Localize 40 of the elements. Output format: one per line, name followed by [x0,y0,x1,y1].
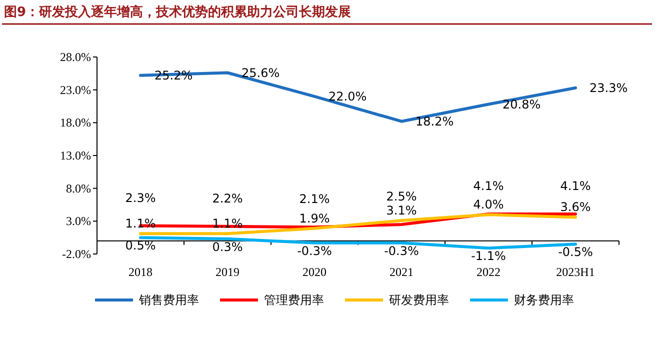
x-tick-label: 2023H1 [556,265,595,279]
data-label: 2.1% [299,192,330,206]
legend-label: 研发费用率 [389,293,449,307]
data-label: 2.2% [212,191,243,206]
data-label: 4.0% [473,198,504,212]
data-label: 18.2% [416,114,454,128]
y-tick-label: 18.0% [60,116,91,130]
legend-label: 管理费用率 [264,293,324,307]
data-label: 20.8% [502,97,541,112]
data-label: 2.3% [125,190,156,205]
data-label: 1.9% [299,211,330,226]
data-label: 22.0% [328,89,367,104]
y-tick-label: 23.0% [60,82,91,97]
data-label: 3.6% [560,200,591,214]
data-label: 1.1% [125,216,156,231]
data-label: 3.1% [386,204,417,218]
x-tick-label: 2019 [216,265,240,279]
data-label: 4.1% [560,178,591,193]
y-tick-label: -2.0% [62,247,91,261]
y-tick-label: 8.0% [66,181,91,196]
legend-label: 财务费用率 [514,293,574,307]
data-label: 25.6% [242,66,280,80]
x-tick-label: 2021 [390,265,414,279]
data-label: -0.3% [384,244,419,258]
data-label: 0.5% [125,238,156,253]
y-tick-label: 3.0% [66,214,91,228]
x-tick-label: 2022 [476,265,500,279]
data-label: 0.3% [212,240,243,254]
data-label: 2.5% [386,189,417,204]
y-tick-label: 13.0% [60,148,91,162]
x-tick-label: 2018 [128,265,152,279]
chart-title: 图9：研发投入逐年增高，技术优势的积累助力公司长期发展 [4,4,352,20]
data-label: 23.3% [590,80,628,95]
data-label: 4.1% [473,178,504,193]
legend-label: 销售费用率 [138,293,199,307]
x-tick-label: 2020 [302,265,326,279]
data-label: -1.1% [471,249,506,264]
y-tick-label: 28.0% [60,50,91,64]
data-label: -0.3% [297,244,332,258]
data-label: -0.5% [558,245,593,260]
